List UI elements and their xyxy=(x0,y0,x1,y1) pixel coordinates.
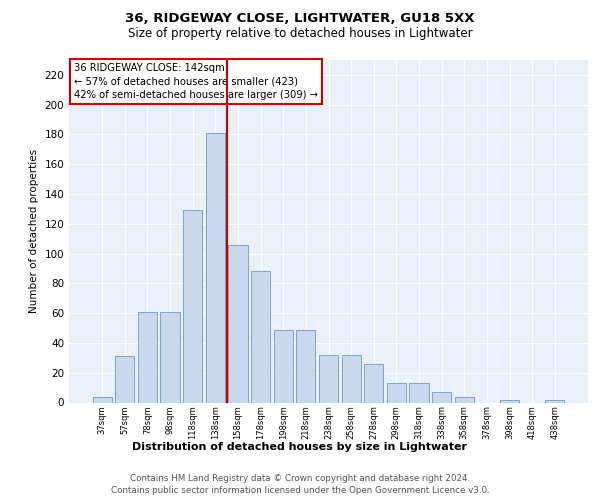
Bar xyxy=(409,383,428,402)
Text: Size of property relative to detached houses in Lightwater: Size of property relative to detached ho… xyxy=(128,28,472,40)
Bar xyxy=(92,396,112,402)
Bar xyxy=(455,396,474,402)
Bar xyxy=(296,330,316,402)
Bar xyxy=(387,383,406,402)
Bar xyxy=(115,356,134,403)
Text: 36, RIDGEWAY CLOSE, LIGHTWATER, GU18 5XX: 36, RIDGEWAY CLOSE, LIGHTWATER, GU18 5XX xyxy=(125,12,475,26)
Text: 36 RIDGEWAY CLOSE: 142sqm
← 57% of detached houses are smaller (423)
42% of semi: 36 RIDGEWAY CLOSE: 142sqm ← 57% of detac… xyxy=(74,64,318,100)
Text: Contains HM Land Registry data © Crown copyright and database right 2024.: Contains HM Land Registry data © Crown c… xyxy=(130,474,470,483)
Bar xyxy=(545,400,565,402)
Bar xyxy=(432,392,451,402)
Y-axis label: Number of detached properties: Number of detached properties xyxy=(29,149,39,314)
Bar xyxy=(500,400,519,402)
Bar xyxy=(364,364,383,403)
Bar xyxy=(251,272,270,402)
Bar xyxy=(229,244,248,402)
Bar xyxy=(183,210,202,402)
Bar xyxy=(160,312,180,402)
Bar xyxy=(206,133,225,402)
Text: Distribution of detached houses by size in Lightwater: Distribution of detached houses by size … xyxy=(133,442,467,452)
Bar xyxy=(341,355,361,403)
Bar xyxy=(319,355,338,403)
Text: Contains public sector information licensed under the Open Government Licence v3: Contains public sector information licen… xyxy=(110,486,490,495)
Bar xyxy=(138,312,157,402)
Bar xyxy=(274,330,293,402)
